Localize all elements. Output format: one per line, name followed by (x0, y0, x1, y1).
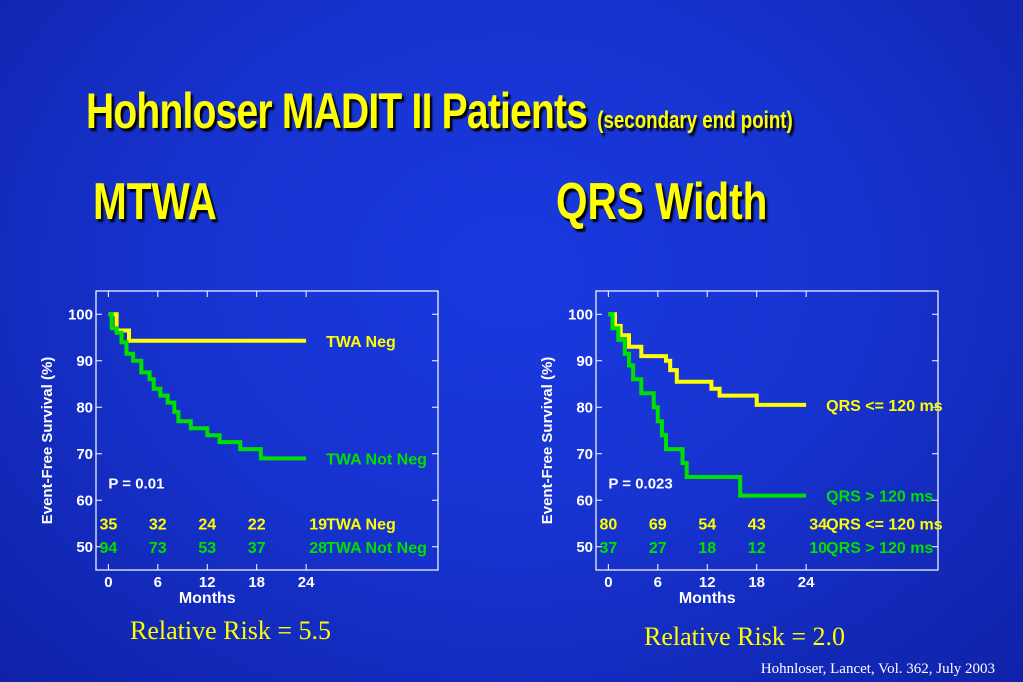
at-risk-count: 10 (809, 540, 827, 557)
y-tick-label: 100 (68, 306, 93, 323)
at-risk-count: 80 (599, 517, 617, 534)
at-risk-count: 32 (149, 517, 167, 534)
at-risk-count: 24 (198, 517, 216, 534)
series-label: QRS <= 120 ms (826, 398, 943, 415)
x-tick-label: 18 (748, 574, 765, 591)
series-label: TWA Neg (326, 334, 396, 351)
x-tick-label: 24 (798, 574, 815, 591)
x-tick-label: 24 (298, 574, 315, 591)
y-tick-label: 100 (568, 306, 593, 323)
x-tick-label: 0 (104, 574, 112, 591)
at-risk-row-label: QRS <= 120 ms (826, 517, 943, 534)
at-risk-count: 34 (809, 517, 827, 534)
subhead-qrs-width: QRS Width (556, 173, 768, 231)
x-axis-label: Months (179, 590, 236, 607)
subhead-mtwa: MTWA (93, 173, 217, 231)
at-risk-count: 12 (748, 540, 766, 557)
y-tick-label: 70 (576, 446, 593, 463)
series-line-top (108, 312, 307, 343)
y-tick-label: 80 (76, 399, 93, 416)
y-tick-label: 80 (576, 399, 593, 416)
x-tick-label: 12 (699, 574, 716, 591)
title-sub: (secondary end point) (597, 107, 793, 134)
x-tick-label: 6 (154, 574, 162, 591)
y-tick-label: 60 (76, 492, 93, 509)
chart-qrs-width: 50 60 70 80 90 100 0 6 12 18 24 Months Event-Free Su… (539, 290, 943, 607)
y-axis-label: Event-Free Survival (%) (539, 357, 556, 525)
x-tick-label: 18 (248, 574, 265, 591)
at-risk-count: 53 (198, 540, 216, 557)
at-risk-count: 69 (649, 517, 667, 534)
series-label: TWA Not Neg (326, 451, 427, 468)
relative-risk-qrs: Relative Risk = 2.0 (644, 622, 845, 651)
at-risk-count: 54 (698, 517, 716, 534)
p-value-label: P = 0.023 (608, 476, 672, 493)
y-tick-label: 70 (76, 446, 93, 463)
at-risk-row-label: TWA Neg (326, 517, 396, 534)
y-axis-label: Event-Free Survival (%) (39, 357, 56, 525)
x-tick-label: 6 (654, 574, 662, 591)
series-line-bottom (108, 312, 307, 461)
y-tick-label: 90 (576, 353, 593, 370)
at-risk-count: 18 (698, 540, 716, 557)
y-tick-label: 90 (76, 353, 93, 370)
citation: Hohnloser, Lancet, Vol. 362, July 2003 (760, 661, 995, 677)
series-line-bottom (608, 312, 807, 498)
x-tick-label: 0 (604, 574, 612, 591)
at-risk-count: 37 (599, 540, 617, 557)
at-risk-count: 22 (248, 517, 266, 534)
plot-frame (595, 290, 939, 571)
y-tick-label: 60 (576, 492, 593, 509)
at-risk-count: 43 (748, 517, 766, 534)
title-main: Hohnloser MADIT II Patients (86, 83, 588, 139)
plot-frame (95, 290, 439, 571)
at-risk-count: 73 (149, 540, 167, 557)
at-risk-row-label: TWA Not Neg (326, 540, 427, 557)
relative-risk-mtwa: Relative Risk = 5.5 (130, 616, 331, 645)
at-risk-count: 19 (309, 517, 327, 534)
y-tick-label: 50 (576, 539, 593, 556)
at-risk-count: 35 (99, 517, 117, 534)
at-risk-count: 94 (99, 540, 117, 557)
slide-title: Hohnloser MADIT II Patients (secondary e… (86, 82, 793, 140)
p-value-label: P = 0.01 (108, 476, 164, 493)
chart-mtwa: 50 60 70 80 90 100 0 6 12 18 24 Months Event-Free Su… (39, 290, 439, 607)
x-axis-label: Months (679, 590, 736, 607)
y-tick-label: 50 (76, 539, 93, 556)
at-risk-count: 28 (309, 540, 327, 557)
x-tick-label: 12 (199, 574, 216, 591)
at-risk-count: 27 (649, 540, 667, 557)
at-risk-row-label: QRS > 120 ms (826, 540, 933, 557)
at-risk-count: 37 (248, 540, 266, 557)
series-line-top (608, 312, 807, 407)
series-label: QRS > 120 ms (826, 489, 933, 506)
